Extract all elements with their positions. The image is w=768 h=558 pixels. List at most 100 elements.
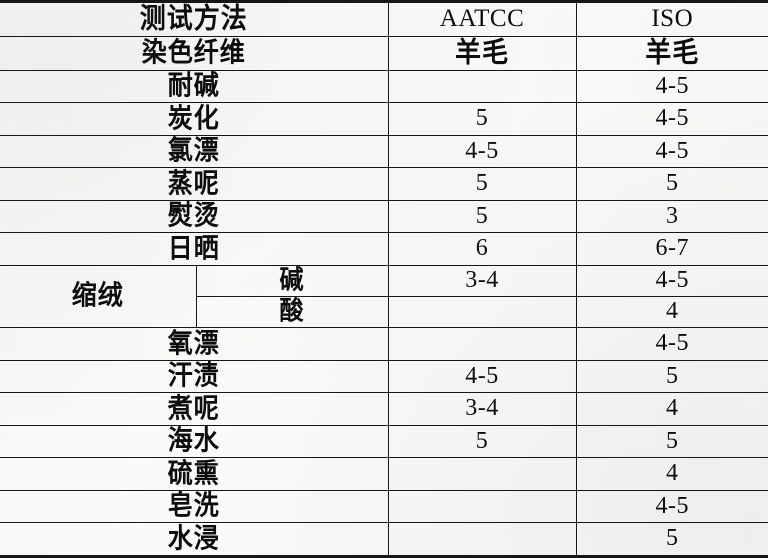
header-method-cell: 测试方法: [0, 0, 389, 37]
row-iso-value: 6-7: [655, 235, 690, 262]
row-label-cell: 耐碱: [0, 69, 389, 104]
row-iso-value: 4-5: [655, 105, 690, 132]
row-iso-value: 3: [666, 202, 679, 229]
row-iso-cell: 5: [575, 167, 768, 201]
row-iso-cell: 4-5: [575, 69, 768, 104]
group-label-cell: 缩绒: [0, 264, 197, 329]
header-aatcc-label: AATCC: [439, 5, 525, 33]
row-aatcc-value: 3-4: [465, 267, 499, 294]
row-iso-value: 4: [666, 298, 679, 325]
row-label-cell: 炭化: [0, 102, 389, 136]
row-label-cell: 蒸呢: [0, 167, 389, 201]
table-row: 水浸 5: [0, 522, 768, 558]
row-iso-value: 4-5: [655, 330, 690, 357]
fiber-iso-value: 羊毛: [645, 36, 700, 69]
table-row: 氧漂 4-5: [0, 327, 768, 361]
row-iso-value: 5: [666, 525, 679, 552]
row-iso-value: 4-5: [655, 72, 690, 99]
row-iso-cell: 4-5: [575, 102, 768, 136]
row-iso-cell: 4-5: [575, 489, 768, 524]
row-iso-value: 5: [666, 170, 679, 197]
row-label: 煮呢: [167, 392, 220, 424]
row-label-cell: 熨烫: [0, 199, 389, 234]
row-iso-cell: 4-5: [575, 134, 768, 169]
row-iso-cell: 6-7: [575, 232, 768, 266]
row-iso-cell: 5: [575, 522, 768, 558]
table-row: 煮呢 3-4 4: [0, 392, 768, 426]
row-iso-cell: 4: [575, 457, 768, 491]
table-row: 硫熏 4: [0, 457, 768, 491]
table-row: 日晒 6 6-7: [0, 232, 768, 266]
group-label: 缩绒: [71, 280, 124, 312]
header-aatcc-cell: AATCC: [387, 0, 577, 37]
row-iso-value: 4-5: [655, 137, 690, 164]
row-iso-value: 4: [666, 460, 679, 487]
header-iso-label: ISO: [651, 5, 694, 33]
row-aatcc-cell: 5: [387, 199, 577, 234]
row-label: 氯漂: [167, 135, 220, 167]
row-aatcc-cell: 3-4: [387, 264, 577, 297]
fiber-aatcc-value: 羊毛: [455, 36, 510, 69]
row-aatcc-cell: [387, 295, 577, 329]
row-label: 汗渍: [167, 360, 220, 392]
row-label: 日晒: [167, 232, 220, 264]
group-sub-label-cell: 碱: [195, 264, 389, 297]
row-aatcc-cell: 5: [387, 102, 577, 136]
row-aatcc-value: 5: [475, 202, 489, 229]
row-iso-cell: 5: [575, 424, 768, 459]
row-aatcc-cell: [387, 327, 577, 361]
fiber-label-cell: 染色纤维: [0, 35, 389, 71]
row-label: 熨烫: [167, 200, 220, 232]
row-label-cell: 氯漂: [0, 134, 389, 169]
row-aatcc-value: 4-5: [465, 137, 499, 164]
table-row: 蒸呢 5 5: [0, 167, 768, 201]
row-label: 水浸: [167, 522, 220, 555]
row-label: 耐碱: [167, 70, 220, 102]
row-aatcc-value: 4-5: [465, 362, 499, 389]
row-aatcc-cell: 6: [387, 232, 577, 266]
row-label-cell: 日晒: [0, 232, 389, 266]
row-iso-cell: 5: [575, 359, 768, 394]
header-iso-cell: ISO: [575, 0, 768, 37]
table-row: 汗渍 4-5 5: [0, 359, 768, 394]
table-row: 海水 5 5: [0, 424, 768, 459]
row-label-cell: 汗渍: [0, 359, 389, 394]
fiber-label: 染色纤维: [141, 36, 246, 69]
table-row-fiber: 染色纤维 羊毛 羊毛: [0, 35, 768, 71]
row-iso-value: 4-5: [655, 267, 690, 294]
row-iso-value: 5: [666, 362, 679, 389]
row-label-cell: 皂洗: [0, 489, 389, 524]
row-iso-cell: 4: [575, 392, 768, 426]
row-aatcc-value: 5: [475, 427, 489, 454]
table-row: 耐碱 4-5: [0, 69, 768, 104]
row-iso-value: 4-5: [655, 492, 690, 519]
table-row-group-alkali: 缩绒 碱 3-4 4-5: [0, 264, 768, 329]
group-sub-label: 碱: [279, 265, 305, 296]
row-label: 蒸呢: [167, 167, 220, 199]
row-iso-value: 4: [666, 395, 679, 422]
row-aatcc-cell: [387, 457, 577, 491]
row-aatcc-cell: 5: [387, 424, 577, 459]
row-aatcc-cell: [387, 522, 577, 558]
row-iso-cell: 4: [575, 295, 768, 329]
fiber-iso-cell: 羊毛: [575, 35, 768, 71]
row-aatcc-cell: 4-5: [387, 134, 577, 169]
row-aatcc-cell: [387, 489, 577, 524]
table-header-row: 测试方法 AATCC ISO: [0, 0, 768, 37]
row-label: 皂洗: [167, 490, 220, 522]
row-aatcc-value: 5: [475, 105, 489, 132]
row-aatcc-cell: 3-4: [387, 392, 577, 426]
fiber-aatcc-cell: 羊毛: [387, 35, 577, 71]
row-label: 氧漂: [167, 327, 220, 359]
table-row: 炭化 5 4-5: [0, 102, 768, 136]
row-iso-cell: 3: [575, 199, 768, 234]
group-sub-label-cell: 酸: [195, 295, 389, 329]
header-method-label: 测试方法: [139, 2, 248, 35]
row-aatcc-value: 6: [475, 235, 489, 262]
row-label-cell: 氧漂: [0, 327, 389, 361]
table-row: 熨烫 5 3: [0, 199, 768, 234]
table-row-group-acid: 酸 4: [0, 295, 768, 329]
row-label-cell: 水浸: [0, 522, 389, 558]
